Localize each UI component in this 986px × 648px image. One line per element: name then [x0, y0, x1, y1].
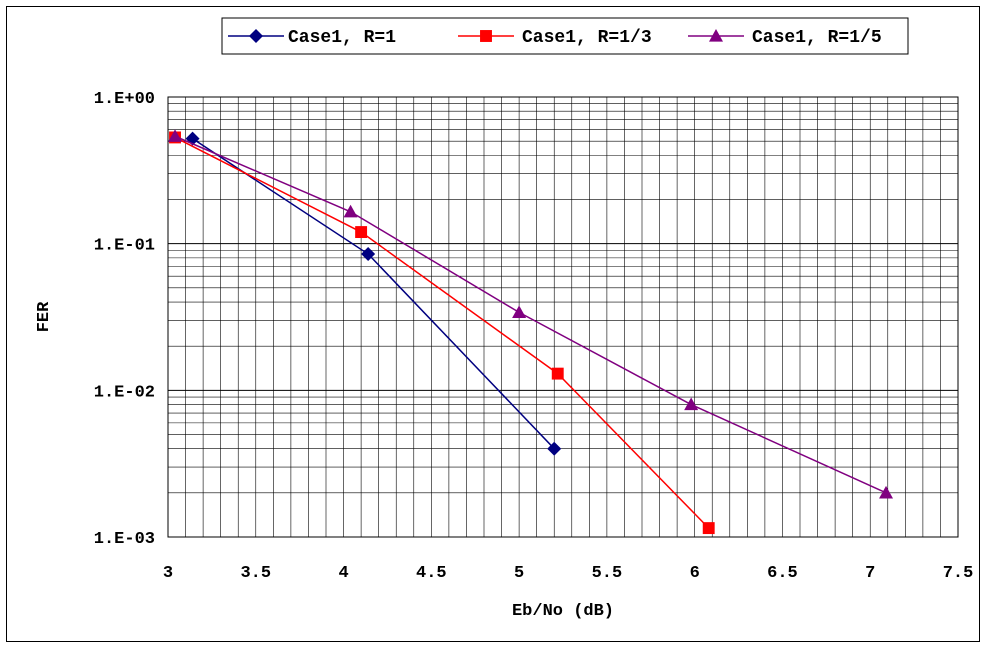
series-line — [174, 136, 710, 529]
y-tick-label: 1.E-01 — [94, 237, 155, 256]
tick-labels: 3 3.5 4 4.5 5 5.5 6 6.5 7 7.5 1.E+00 1.E-01 1.E-02 1.… — [94, 90, 974, 583]
data-point — [512, 305, 527, 318]
y-tick-label: 1.E+00 — [94, 90, 155, 109]
series-triangle — [168, 129, 894, 499]
data-point — [684, 397, 699, 411]
x-tick-label: 6 — [690, 564, 700, 583]
y-tick-label: 1.E-02 — [94, 383, 155, 402]
legend-label: Case1, R=1/3 — [522, 28, 652, 48]
y-axis-title: FER — [35, 301, 54, 332]
legend-marker — [480, 30, 492, 42]
x-tick-label: 7 — [865, 564, 875, 583]
legend-label: Case1, R=1 — [288, 28, 396, 48]
x-tick-label: 3.5 — [240, 564, 271, 583]
x-tick-label: 7.5 — [943, 564, 974, 583]
legend: Case1, R=1 Case1, R=1/3 Case1, R=1/5 — [221, 17, 909, 55]
data-point — [361, 247, 376, 262]
data-point — [702, 522, 715, 535]
plot-border — [167, 96, 959, 538]
legend-marker — [249, 29, 263, 43]
data-point — [879, 485, 894, 499]
series-group — [168, 129, 894, 535]
data-point — [547, 441, 562, 456]
legend-marker — [709, 29, 723, 42]
x-tick-label: 6.5 — [767, 564, 798, 583]
x-tick-label: 4.5 — [416, 564, 447, 583]
legend-box — [221, 17, 909, 55]
grid-lines — [168, 97, 958, 537]
x-tick-label: 4 — [338, 564, 348, 583]
plot-area — [168, 97, 958, 537]
data-point — [551, 367, 564, 380]
x-tick-label: 5.5 — [592, 564, 623, 583]
x-tick-label: 3 — [163, 564, 173, 583]
data-point — [168, 129, 183, 142]
data-point — [343, 204, 358, 218]
data-point — [355, 226, 368, 239]
x-tick-label: 5 — [514, 564, 524, 583]
y-tick-label: 1.E-03 — [94, 530, 155, 549]
legend-label: Case1, R=1/5 — [752, 28, 882, 48]
x-axis-title: Eb/No (dB) — [512, 602, 614, 621]
